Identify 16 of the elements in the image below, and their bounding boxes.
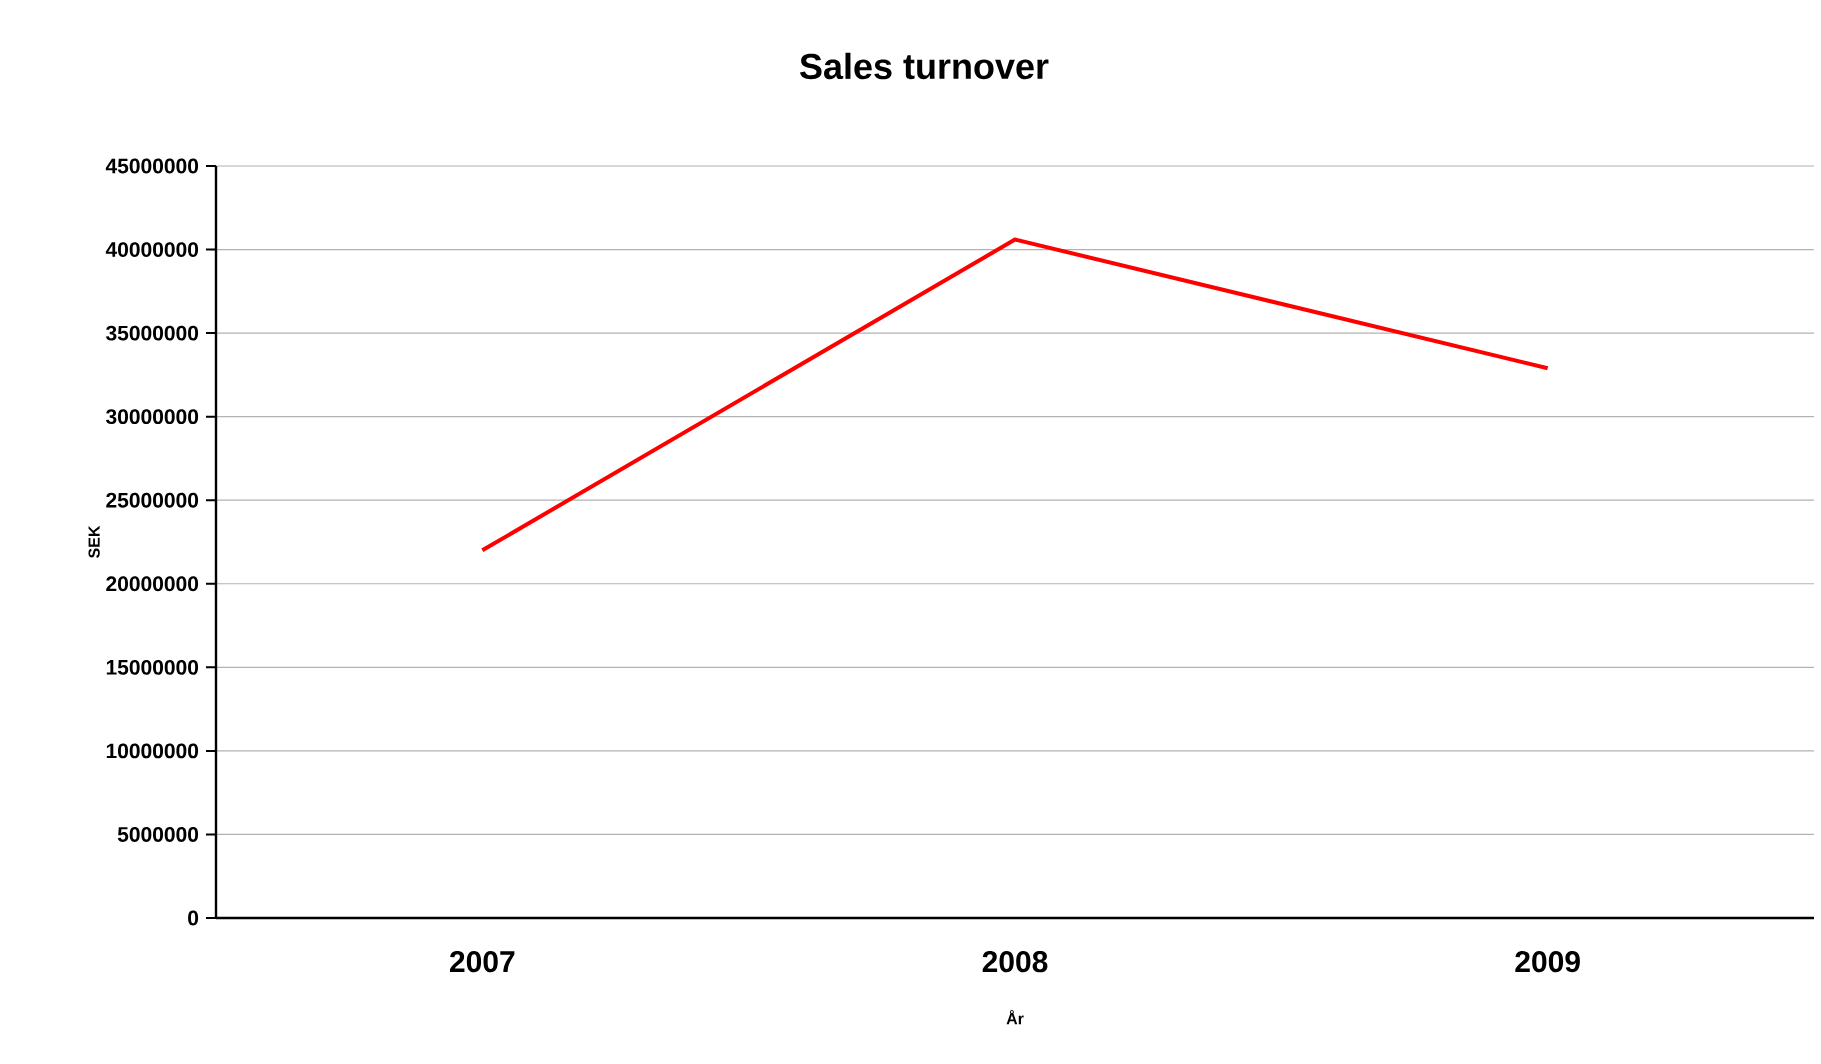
y-tick-label: 40000000 bbox=[105, 242, 199, 257]
y-axis-title: SEK bbox=[88, 525, 100, 558]
x-tick-label: 2008 bbox=[982, 951, 1048, 973]
y-tick-label: 25000000 bbox=[106, 492, 199, 508]
y-tick-label: 30000000 bbox=[105, 409, 199, 425]
y-tick-label: 35000000 bbox=[105, 325, 199, 341]
y-tick-label: 15000000 bbox=[106, 659, 199, 675]
y-tick-label: 45000000 bbox=[105, 158, 199, 174]
x-tick-label: 2009 bbox=[1515, 951, 1580, 973]
x-tick-label: 2007 bbox=[450, 951, 515, 973]
y-tick-label: 20000000 bbox=[106, 576, 199, 592]
y-tick-label: 10000000 bbox=[106, 743, 199, 759]
chart-title: Sales turnover bbox=[799, 52, 1049, 80]
y-tick-label: 0 bbox=[188, 910, 199, 926]
x-axis-title: År bbox=[1006, 1010, 1024, 1025]
y-tick-label: 5000000 bbox=[117, 827, 199, 842]
